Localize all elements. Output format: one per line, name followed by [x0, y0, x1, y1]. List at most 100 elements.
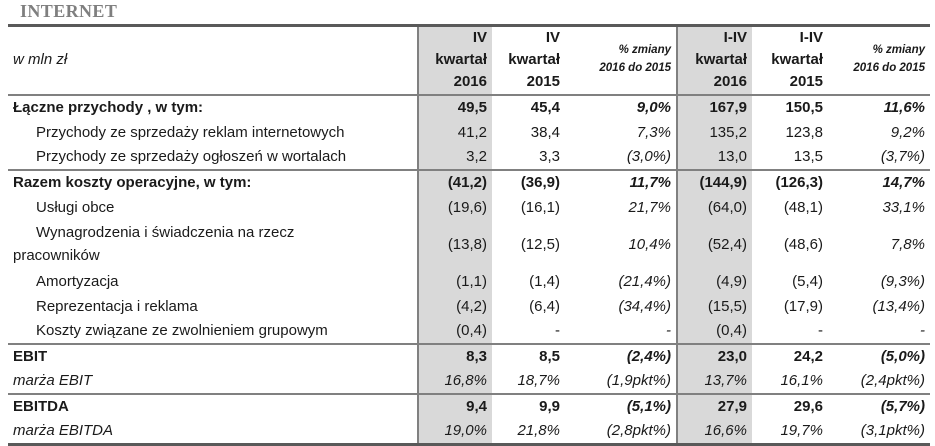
table-row: Razem koszty operacyjne, w tym: (41,2) (…: [8, 170, 930, 196]
table-row: Usługi obce (19,6) (16,1) 21,7% (64,0) (…: [8, 195, 930, 221]
cell-ytd-2016: 167,9: [676, 95, 752, 121]
cell-ytd-change: (13,4%): [872, 297, 925, 315]
cell-q4-change: (3,0%): [626, 148, 671, 166]
row-label: Amortyzacja: [36, 272, 119, 290]
cell-q4-change: (34,4%): [618, 297, 671, 315]
cell-ytd-2016: (52,4): [676, 220, 752, 270]
cell-q4-2015: (36,9): [520, 174, 560, 192]
row-label: marża EBIT: [13, 372, 93, 390]
table-row: EBITDA 9,4 9,9 (5,1%) 27,9 29,6 (5,7%): [8, 394, 930, 420]
cell-ytd-2015: -: [818, 322, 823, 340]
row-label: Przychody ze sprzedaży reklam internetow…: [36, 123, 345, 141]
table-row: marża EBITDA 19,0% 21,8% (2,8pkt%) 16,6%…: [8, 419, 930, 445]
cell-q4-2016: 41,2: [417, 120, 492, 146]
cell-ytd-change: 7,8%: [890, 235, 925, 253]
cell-q4-change: (2,4%): [626, 348, 671, 366]
page-title: INTERNET: [20, 1, 118, 21]
cell-q4-2015: 9,9: [539, 398, 560, 416]
table-row: Łączne przychody , w tym: 49,5 45,4 9,0%…: [8, 95, 930, 121]
cell-q4-change: (2,8pkt%): [606, 422, 671, 439]
cell-ytd-2015: 150,5: [785, 99, 823, 117]
cell-ytd-2016: 13,7%: [676, 369, 752, 395]
cell-ytd-2016: (64,0): [676, 195, 752, 221]
table-row: marża EBIT 16,8% 18,7% (1,9pkt%) 13,7% 1…: [8, 369, 930, 395]
cell-ytd-2015: 123,8: [785, 123, 823, 141]
cell-ytd-2015: 13,5: [793, 148, 823, 166]
cell-q4-change: 21,7%: [628, 198, 671, 216]
cell-q4-2016: (1,1): [417, 269, 492, 295]
cell-ytd-2016: 13,0: [676, 145, 752, 171]
cell-q4-2016: 8,3: [417, 344, 492, 370]
cell-ytd-2016: 27,9: [676, 394, 752, 420]
cell-ytd-2016: (0,4): [676, 319, 752, 345]
cell-q4-2015: 8,5: [539, 348, 560, 366]
header-ytd-2016: I-IV kwartał 2016: [676, 25, 752, 96]
cell-q4-change: 9,0%: [636, 99, 671, 117]
cell-q4-2015: (6,4): [529, 297, 560, 315]
header-row: w mln zł IV kwartał 2016 IV kwartał 2015…: [8, 25, 930, 96]
cell-q4-2016: (13,8): [417, 220, 492, 270]
cell-q4-2015: 45,4: [530, 99, 560, 117]
cell-ytd-2015: (48,6): [783, 235, 823, 253]
row-label: Usługi obce: [36, 198, 115, 216]
cell-q4-change: 11,7%: [629, 174, 671, 192]
cell-q4-change: (1,9pkt%): [606, 372, 671, 390]
cell-ytd-change: (3,7%): [880, 148, 925, 166]
cell-q4-2015: 38,4: [530, 123, 560, 141]
cell-ytd-2015: 19,7%: [780, 422, 823, 439]
cell-ytd-2015: (5,4): [792, 272, 823, 290]
row-label: Razem koszty operacyjne, w tym:: [13, 174, 252, 192]
cell-ytd-change: (9,3%): [880, 272, 925, 290]
cell-ytd-change: (5,0%): [880, 348, 925, 366]
table-row: Reprezentacja i reklama (4,2) (6,4) (34,…: [8, 294, 930, 320]
cell-ytd-2016: 23,0: [676, 344, 752, 370]
cell-q4-2015: (16,1): [520, 198, 560, 216]
cell-ytd-2015: (17,9): [783, 297, 823, 315]
row-label: Koszty związane ze zwolnieniem grupowym: [36, 322, 328, 340]
cell-q4-change: -: [666, 322, 671, 340]
cell-q4-2016: (4,2): [417, 294, 492, 320]
cell-q4-2015: (12,5): [520, 235, 560, 253]
cell-q4-change: 10,4%: [628, 235, 671, 253]
cell-q4-2015: -: [555, 322, 560, 340]
cell-ytd-2016: (144,9): [676, 170, 752, 196]
table-row: Koszty związane ze zwolnieniem grupowym …: [8, 319, 930, 345]
table-row: EBIT 8,3 8,5 (2,4%) 23,0 24,2 (5,0%): [8, 344, 930, 370]
unit-label: w mln zł: [13, 50, 68, 68]
cell-ytd-change: 14,7%: [882, 174, 925, 192]
cell-q4-2016: (41,2): [417, 170, 492, 196]
cell-ytd-2016: 16,6%: [676, 419, 752, 445]
financial-table: w mln zł IV kwartał 2016 IV kwartał 2015…: [8, 24, 930, 446]
header-ytd-change: % zmiany 2016 do 2015: [853, 44, 925, 74]
cell-ytd-change: -: [920, 322, 925, 340]
cell-ytd-2015: 16,1%: [780, 372, 823, 390]
header-q4-2016: IV kwartał 2016: [417, 25, 492, 96]
cell-ytd-change: (3,1pkt%): [860, 422, 925, 439]
cell-ytd-2016: (4,9): [676, 269, 752, 295]
row-label: Reprezentacja i reklama: [36, 297, 198, 315]
table-row: Amortyzacja (1,1) (1,4) (21,4%) (4,9) (5…: [8, 269, 930, 295]
row-label: EBIT: [13, 348, 48, 366]
header-ytd-2015: I-IV kwartał 2015: [771, 29, 823, 90]
cell-q4-2016: 19,0%: [417, 419, 492, 445]
cell-q4-2015: 3,3: [539, 148, 560, 166]
row-label: Wynagrodzenia i świadczenia na rzecz pra…: [13, 224, 295, 265]
cell-ytd-2016: (15,5): [676, 294, 752, 320]
cell-q4-2016: (0,4): [417, 319, 492, 345]
cell-ytd-2015: (126,3): [775, 174, 823, 192]
table-header: w mln zł IV kwartał 2016 IV kwartał 2015…: [8, 25, 930, 96]
cell-q4-2016: 49,5: [417, 95, 492, 121]
table-row: Przychody ze sprzedaży ogłoszeń w wortal…: [8, 145, 930, 171]
header-q4-2015: IV kwartał 2015: [508, 29, 560, 90]
cell-q4-2016: (19,6): [417, 195, 492, 221]
cell-q4-change: 7,3%: [636, 123, 671, 141]
cell-q4-2015: (1,4): [529, 272, 560, 290]
cell-ytd-change: 11,6%: [883, 99, 925, 117]
cell-q4-change: (21,4%): [618, 272, 671, 290]
table-row: Przychody ze sprzedaży reklam internetow…: [8, 120, 930, 146]
row-label: EBITDA: [13, 398, 69, 416]
cell-q4-2016: 16,8%: [417, 369, 492, 395]
row-label: Przychody ze sprzedaży ogłoszeń w wortal…: [36, 148, 347, 166]
row-label: Łączne przychody , w tym:: [13, 99, 204, 117]
table-body: Łączne przychody , w tym: 49,5 45,4 9,0%…: [8, 95, 930, 445]
